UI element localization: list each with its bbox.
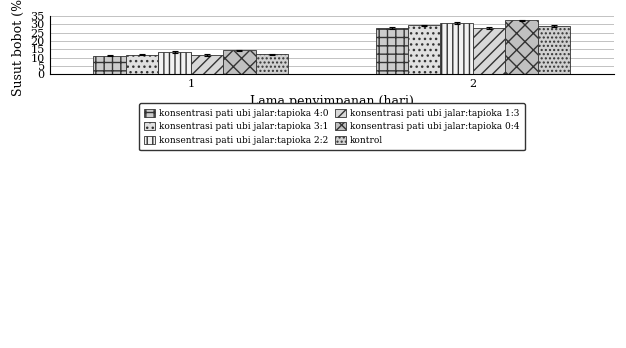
Bar — [408, 25, 441, 74]
Bar — [126, 55, 158, 74]
Legend: konsentrasi pati ubi jalar:tapioka 4:0, konsentrasi pati ubi jalar:tapioka 3:1, : konsentrasi pati ubi jalar:tapioka 4:0, … — [139, 103, 525, 150]
Bar — [158, 52, 191, 74]
Bar — [255, 54, 288, 74]
Bar — [223, 50, 255, 74]
X-axis label: Lama penyimpanan (hari): Lama penyimpanan (hari) — [250, 95, 414, 108]
Bar — [538, 26, 570, 74]
Bar — [473, 28, 505, 74]
Bar — [93, 56, 126, 74]
Bar — [376, 28, 408, 74]
Bar — [505, 21, 538, 74]
Bar — [191, 55, 223, 74]
Bar — [441, 23, 473, 74]
Y-axis label: Susut bobot (%): Susut bobot (%) — [12, 0, 25, 96]
